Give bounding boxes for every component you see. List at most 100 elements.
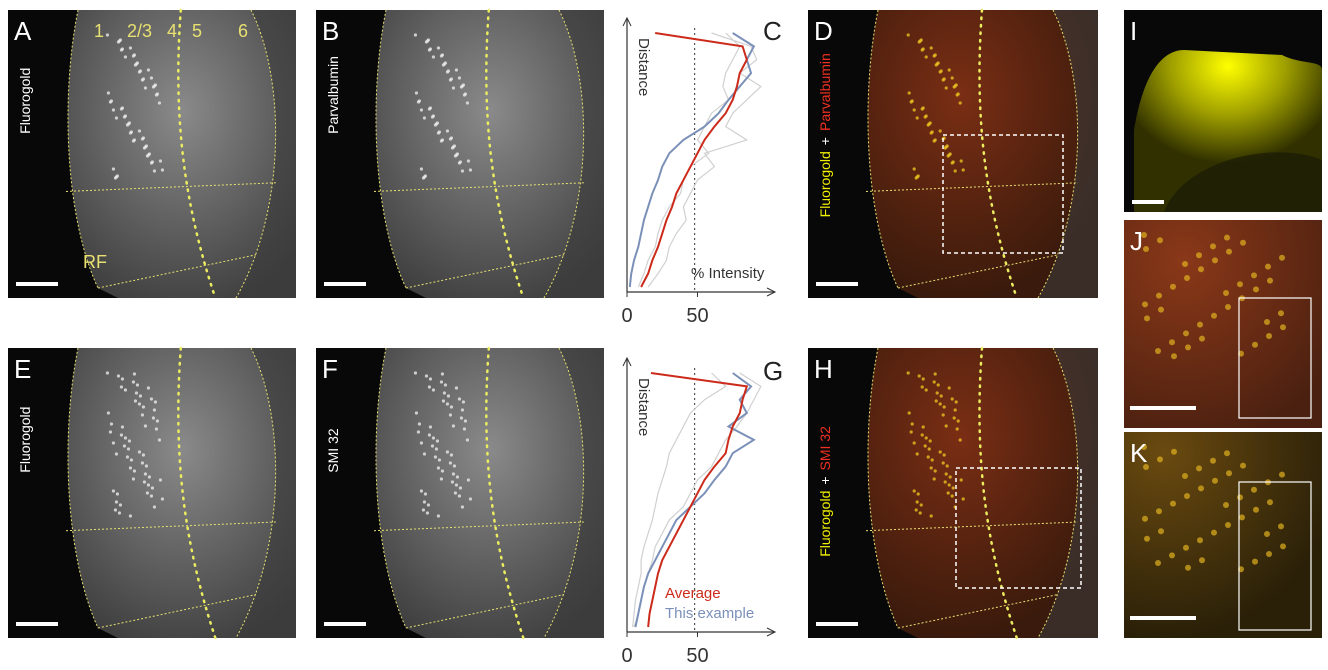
cell (1265, 263, 1271, 270)
cell (146, 68, 151, 72)
cell (1266, 333, 1272, 339)
cell (449, 136, 454, 140)
cell (454, 483, 459, 487)
stain-label: Fluorogold + Parvalbumin (817, 53, 833, 217)
cell (1240, 462, 1246, 469)
layer-label: 6 (238, 21, 248, 41)
image-panel: K (1124, 432, 1322, 638)
cell (1279, 471, 1285, 478)
cell (921, 47, 925, 51)
cell (431, 388, 436, 392)
cell (468, 497, 473, 501)
cell (1171, 448, 1177, 455)
cell (1251, 486, 1257, 493)
cell (431, 436, 436, 440)
white-matter (544, 348, 604, 638)
axis-arrow (766, 287, 777, 297)
cell (1141, 232, 1147, 238)
cell (118, 38, 123, 42)
cell (439, 380, 444, 384)
layer-label: 1 (94, 21, 104, 41)
cell (956, 92, 960, 96)
cell (114, 116, 119, 120)
panel-letter: D (814, 16, 833, 46)
cell (1240, 239, 1246, 246)
cell (144, 464, 149, 468)
cell (912, 108, 916, 112)
zoom-box (942, 134, 1064, 254)
cell (938, 129, 942, 133)
cell (147, 475, 152, 479)
cell (413, 371, 418, 375)
stain-joiner: + (817, 476, 833, 484)
cell (111, 167, 116, 171)
layer-border (405, 254, 565, 289)
cell (147, 152, 152, 156)
cell (109, 422, 114, 426)
cell (951, 486, 955, 490)
cell (463, 92, 468, 96)
cell (122, 444, 127, 448)
cell (1157, 237, 1163, 244)
cell (454, 386, 459, 390)
cell (157, 101, 162, 105)
cell (461, 400, 466, 404)
cell (106, 411, 111, 415)
cell (1199, 557, 1205, 564)
cell (431, 55, 436, 59)
cell (422, 452, 427, 456)
cell (445, 129, 450, 133)
cell (422, 116, 427, 120)
cell (427, 385, 432, 389)
cell (944, 424, 948, 428)
profile-line (632, 372, 727, 628)
cell (120, 106, 125, 110)
cell (1267, 499, 1273, 506)
cell (1197, 321, 1203, 328)
cell (437, 130, 442, 134)
cell (907, 91, 911, 95)
profile-line (637, 32, 741, 288)
cell (125, 455, 130, 459)
cell (153, 400, 158, 404)
cell (950, 397, 954, 401)
x-tick-label: 50 (686, 645, 708, 665)
cell (1144, 535, 1150, 542)
panel-letter: B (322, 16, 339, 46)
axis-arrow (766, 627, 777, 637)
cell (947, 68, 951, 72)
cell (1225, 522, 1231, 528)
cell (1280, 543, 1286, 550)
profile-line (628, 32, 756, 288)
cell (155, 419, 160, 423)
cell (1210, 457, 1216, 464)
cell (921, 425, 925, 429)
cell (950, 494, 954, 498)
cell (1142, 301, 1148, 308)
cell (921, 106, 925, 110)
legend-entry: This example (665, 605, 754, 622)
cell (120, 425, 125, 429)
cell (141, 136, 146, 140)
cell (929, 514, 933, 518)
cell (1251, 272, 1257, 279)
cell (930, 458, 934, 462)
cell (111, 489, 116, 493)
cell (912, 167, 916, 171)
cell (120, 377, 125, 381)
layer-label: 5 (192, 21, 202, 41)
cell (460, 169, 465, 173)
cell (1267, 277, 1273, 284)
cell (462, 427, 467, 431)
stain-label: Fluorogold + SMI 32 (817, 426, 833, 557)
cell (1198, 266, 1204, 273)
cell (111, 441, 116, 445)
cell (939, 394, 943, 398)
image-panel: A Fluorogold 1 2/3 4 5 6 RF (8, 8, 296, 300)
cell (126, 447, 131, 451)
panel-letter: G (763, 356, 783, 386)
cell (1155, 348, 1161, 354)
cell (959, 478, 963, 482)
x-axis-label: % Intensity (691, 265, 765, 282)
cell (945, 144, 949, 148)
